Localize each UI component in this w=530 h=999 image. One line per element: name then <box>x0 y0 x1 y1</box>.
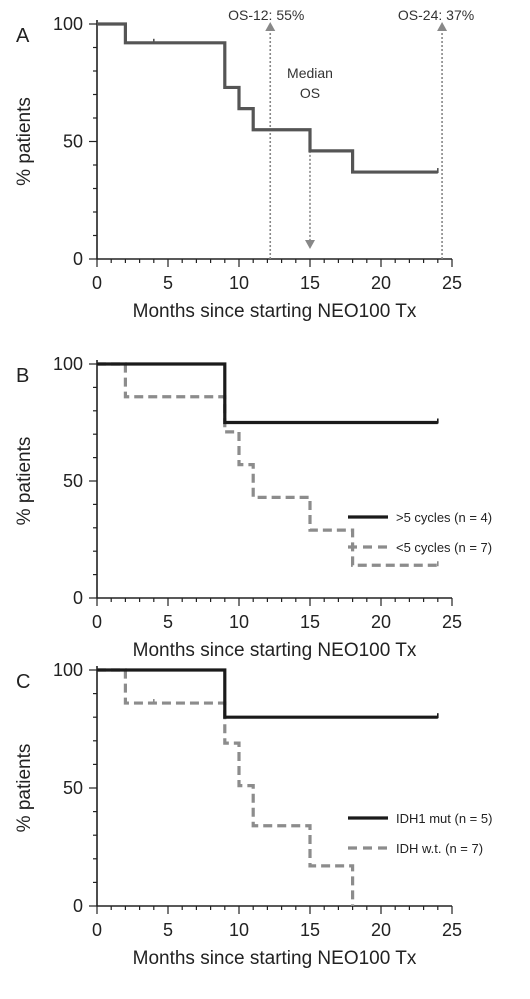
km-curve-1 <box>97 362 438 425</box>
x-tick-label: 25 <box>442 612 462 632</box>
panel-letter: A <box>16 25 30 47</box>
km-curve-2 <box>97 362 438 567</box>
chart-panel-c: C 0 5 10 15 20 25 0 50 100 Months since starting N… <box>14 660 492 969</box>
x-axis-title: Months since starting NEO100 Tx <box>133 301 417 322</box>
y-axis-title: % patients <box>14 97 35 186</box>
x-tick-label: 0 <box>92 612 102 632</box>
y-tick-label: 100 <box>53 14 83 34</box>
km-curve-1 <box>97 22 438 174</box>
chart-panel-b: B 0 5 10 15 20 25 0 50 100 Months since starting N… <box>14 354 492 661</box>
annotation-arrowhead <box>437 22 448 31</box>
x-axis-title: Months since starting NEO100 Tx <box>133 948 417 969</box>
x-tick-label: 25 <box>442 273 462 293</box>
legend-label: <5 cycles (n = 7) <box>396 540 492 555</box>
y-tick-label: 0 <box>73 588 83 608</box>
x-tick-label: 5 <box>163 612 173 632</box>
x-tick-label: 0 <box>92 920 102 940</box>
x-tick-label: 20 <box>371 920 391 940</box>
km-curve-1 <box>97 668 438 719</box>
x-tick-label: 5 <box>163 920 173 940</box>
chart-panel-a: A 0 5 10 15 20 25 0 50 100 Months since starting N… <box>14 7 474 322</box>
y-tick-label: 50 <box>63 471 83 491</box>
x-tick-label: 10 <box>229 920 249 940</box>
y-tick-label: 100 <box>53 660 83 680</box>
x-tick-label: 15 <box>300 920 320 940</box>
y-tick-label: 100 <box>53 354 83 374</box>
x-tick-label: 20 <box>371 273 391 293</box>
x-tick-label: 10 <box>229 612 249 632</box>
legend-label: IDH1 mut (n = 5) <box>396 811 492 826</box>
x-tick-label: 0 <box>92 273 102 293</box>
x-axis-title: Months since starting NEO100 Tx <box>133 640 417 661</box>
panel-letter: C <box>16 671 30 693</box>
annotation-label: OS-12: 55% <box>228 7 304 23</box>
annotation-arrowhead <box>305 240 315 249</box>
annotation-label: Median <box>287 65 333 81</box>
annotation-arrowhead <box>265 22 276 31</box>
y-axis-title: % patients <box>14 744 35 833</box>
annotation-label: OS <box>300 85 320 101</box>
y-tick-label: 50 <box>63 778 83 798</box>
y-tick-label: 0 <box>73 896 83 916</box>
km-curve-2 <box>97 668 355 906</box>
x-tick-label: 25 <box>442 920 462 940</box>
x-tick-label: 15 <box>300 612 320 632</box>
panel-letter: B <box>16 365 29 387</box>
annotation-label: OS-24: 37% <box>398 7 474 23</box>
x-tick-label: 10 <box>229 273 249 293</box>
x-tick-label: 5 <box>163 273 173 293</box>
x-tick-label: 15 <box>300 273 320 293</box>
y-tick-label: 50 <box>63 132 83 152</box>
y-tick-label: 0 <box>73 249 83 269</box>
x-tick-label: 20 <box>371 612 391 632</box>
legend-label: >5 cycles (n = 4) <box>396 510 492 525</box>
legend-label: IDH w.t. (n = 7) <box>396 841 483 856</box>
y-axis-title: % patients <box>14 437 35 526</box>
